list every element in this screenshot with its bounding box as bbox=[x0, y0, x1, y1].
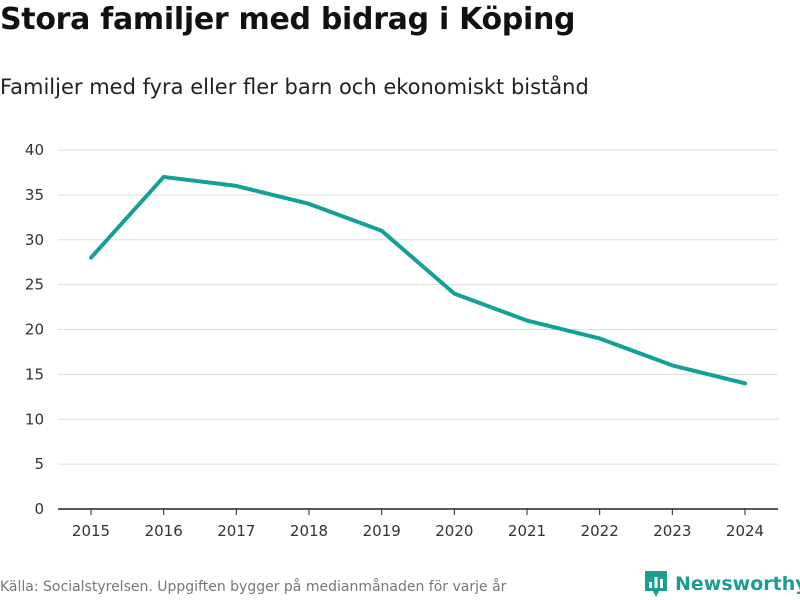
grid-lines bbox=[58, 149, 778, 465]
x-tick-label: 2024 bbox=[726, 522, 764, 540]
y-tick-label: 5 bbox=[34, 455, 44, 473]
brand-name: Newsworthy bbox=[675, 573, 800, 595]
x-tick-label: 2022 bbox=[581, 522, 619, 540]
x-tick-label: 2017 bbox=[217, 522, 255, 540]
series-line bbox=[89, 174, 747, 386]
y-tick-label: 25 bbox=[25, 276, 44, 294]
line-chart: 0 5 10 15 20 25 30 35 40 2015 2016 2017 2018 2019 202… bbox=[25, 141, 778, 540]
x-tick-label: 2015 bbox=[72, 522, 110, 540]
x-tick-label: 2020 bbox=[435, 522, 473, 540]
series-layer bbox=[89, 174, 747, 386]
y-tick-label: 20 bbox=[25, 321, 44, 339]
y-tick-label: 40 bbox=[25, 141, 44, 159]
y-tick-label: 30 bbox=[25, 231, 44, 249]
y-tick-label: 10 bbox=[25, 410, 44, 428]
x-tick-label: 2023 bbox=[653, 522, 691, 540]
y-tick-label: 35 bbox=[25, 186, 44, 204]
chart-subtitle: Familjer med fyra eller fler barn och ek… bbox=[0, 75, 589, 99]
x-tick-label: 2021 bbox=[508, 522, 546, 540]
x-tick-label: 2016 bbox=[145, 522, 183, 540]
source-note: Källa: Socialstyrelsen. Uppgiften bygger… bbox=[0, 579, 507, 595]
x-tick-label: 2019 bbox=[363, 522, 401, 540]
chart-title: Stora familjer med bidrag i Köping bbox=[0, 2, 576, 37]
x-axis: 2015 2016 2017 2018 2019 2020 2021 2022 2023 2024 bbox=[58, 508, 778, 540]
newsworthy-logo[interactable]: Newsworthy bbox=[643, 569, 800, 599]
y-axis-ticks: 0 5 10 15 20 25 30 35 40 bbox=[25, 141, 44, 518]
newsworthy-icon bbox=[645, 571, 667, 597]
x-tick-label: 2018 bbox=[290, 522, 328, 540]
y-tick-label: 0 bbox=[34, 500, 44, 518]
y-tick-label: 15 bbox=[25, 365, 44, 383]
